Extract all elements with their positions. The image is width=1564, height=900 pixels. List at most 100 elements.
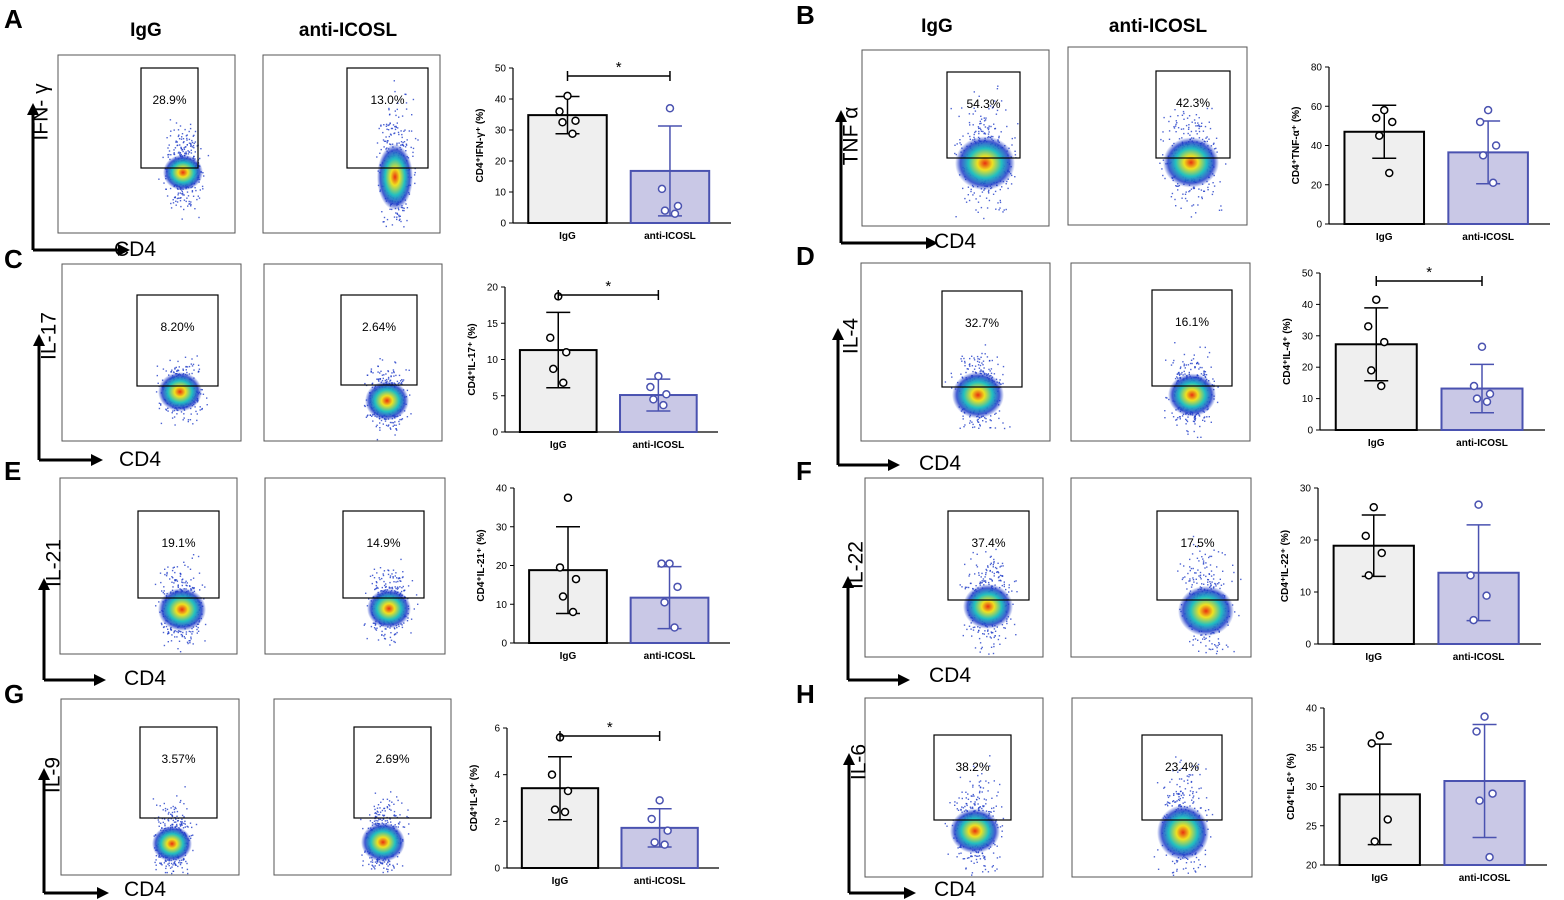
event-dot (978, 572, 980, 574)
event-dot (201, 408, 203, 411)
event-dot (191, 358, 193, 360)
event-dot (994, 630, 997, 632)
category-label: anti-ICOSL (644, 651, 696, 662)
event-dot (1210, 421, 1212, 423)
event-dot (1211, 107, 1213, 110)
event-dot (1204, 125, 1207, 128)
event-dot (980, 206, 983, 209)
event-dot (1192, 577, 1194, 579)
event-dot (994, 635, 996, 637)
event-dot (154, 861, 156, 864)
event-dot (1178, 416, 1181, 418)
event-dot (159, 572, 162, 574)
event-dot (158, 601, 160, 603)
event-dot (988, 581, 990, 584)
event-dot (184, 823, 186, 825)
event-dot (1213, 574, 1215, 576)
event-dot (999, 643, 1001, 645)
event-dot (167, 641, 169, 643)
event-dot (1175, 185, 1177, 187)
event-dot (979, 651, 981, 653)
event-dot (167, 631, 170, 633)
event-dot (1005, 183, 1007, 185)
panels-layer: A28.9% 13.0%IFN- γCD401020304050CD4⁺IFN-γ… (4, 0, 1550, 900)
event-dot (1227, 646, 1229, 648)
event-dot (977, 418, 979, 421)
event-dot (174, 861, 176, 863)
event-dot (177, 197, 180, 199)
event-dot (177, 360, 179, 363)
event-dot (391, 143, 394, 145)
data-point (559, 378, 568, 387)
event-dot (997, 202, 999, 204)
event-dot (379, 422, 381, 424)
event-dot (1175, 123, 1177, 126)
event-dot (400, 381, 403, 384)
event-dot (170, 130, 172, 132)
event-dot (987, 629, 989, 631)
event-dot (998, 135, 1000, 138)
event-dot (1180, 373, 1182, 375)
event-dot (1212, 378, 1214, 380)
event-dot (971, 365, 974, 367)
event-dot (972, 629, 975, 631)
event-dot (997, 363, 999, 366)
event-dot (392, 576, 394, 578)
event-dot (978, 127, 980, 130)
event-dot (967, 368, 969, 370)
event-dot (1181, 114, 1184, 116)
event-dot (196, 145, 198, 147)
event-dot (962, 634, 964, 637)
event-dot (959, 142, 961, 144)
event-dot (967, 132, 969, 135)
event-dot (1202, 562, 1205, 564)
event-dot (993, 643, 995, 645)
event-dot (1014, 137, 1016, 139)
event-dot (173, 821, 176, 823)
event-dot (966, 586, 968, 589)
event-dot (206, 404, 208, 406)
event-dot (182, 827, 185, 829)
event-dot (970, 628, 972, 630)
event-dot (1194, 367, 1196, 369)
event-dot (183, 636, 185, 638)
event-dot (196, 198, 198, 201)
event-dot (1199, 425, 1201, 428)
event-dot (1192, 204, 1195, 206)
event-dot (374, 623, 377, 626)
event-dot (378, 127, 380, 130)
event-dot (405, 108, 408, 110)
event-dot (1191, 205, 1193, 207)
event-dot (181, 133, 184, 135)
event-dot (985, 417, 987, 420)
event-dot (996, 356, 998, 358)
event-dot (164, 823, 166, 825)
event-dot (1011, 137, 1013, 140)
event-dot (390, 375, 392, 378)
event-dot (988, 199, 991, 202)
event-dot (1205, 562, 1207, 564)
flow-plot-anti-icosl: 42.3% (1067, 46, 1248, 226)
y-tick-label: 0 (501, 639, 507, 650)
event-dot (196, 355, 198, 357)
event-dot (964, 424, 966, 426)
event-dot (207, 154, 210, 157)
event-dot (157, 816, 160, 818)
event-dot (191, 191, 194, 193)
event-dot (158, 178, 160, 180)
event-dot (985, 197, 988, 199)
event-dot (1206, 566, 1208, 568)
event-dot (1013, 580, 1016, 583)
event-dot (1202, 419, 1204, 421)
event-dot (1204, 553, 1206, 556)
event-dot (159, 822, 162, 824)
event-dot (171, 634, 173, 636)
event-dot (983, 633, 985, 635)
event-dot (973, 368, 976, 370)
event-dot (966, 628, 968, 631)
event-dot (385, 123, 388, 126)
y-marker-label: IL-4 (840, 318, 863, 355)
event-dot (989, 563, 992, 566)
event-dot (390, 428, 392, 430)
